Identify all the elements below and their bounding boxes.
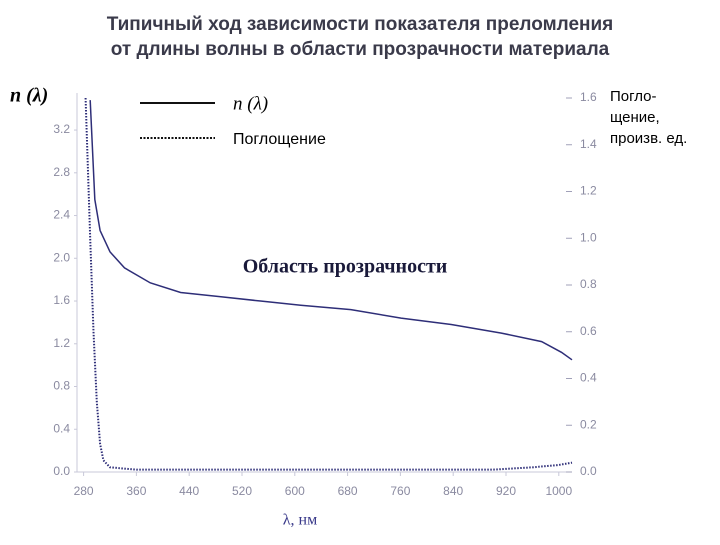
series-line (89, 100, 573, 361)
y2-axis-label: щение, (610, 109, 660, 126)
y-axis-label: n (λ) (10, 85, 48, 107)
y2-tick-label: 1.0 (580, 230, 597, 244)
y2-tick-label: 0.4 (580, 371, 597, 385)
x-tick-label: 280 (74, 484, 94, 498)
y2-tick-label: 0.2 (580, 417, 597, 431)
legend-label: Поглощение (233, 131, 326, 148)
y-tick-label: 1.6 (53, 293, 70, 307)
y-tick-label: 2.8 (53, 165, 70, 179)
x-tick-label: 840 (443, 484, 463, 498)
y-tick-label: 0.4 (53, 421, 70, 435)
legend-label: n (λ) (233, 93, 268, 114)
x-tick-label: 680 (338, 484, 358, 498)
series-line (84, 97, 573, 471)
x-tick-label: 520 (232, 484, 252, 498)
y-tick-label: 2.4 (53, 208, 70, 222)
y2-tick-label: 1.2 (580, 184, 597, 198)
y-tick-label: 3.2 (53, 122, 70, 136)
x-axis-label: λ, нм (283, 512, 317, 529)
y-tick-label: 2.0 (53, 250, 70, 264)
y-tick-label: 0.0 (53, 464, 70, 478)
y2-tick-label: 1.6 (580, 90, 597, 104)
x-tick-label: 760 (390, 484, 410, 498)
chart-title: Типичный ход зависимости показателя прел… (107, 14, 614, 35)
annotation: Область прозрачности (243, 256, 448, 278)
y2-tick-label: 1.4 (580, 137, 597, 151)
x-tick-label: 360 (126, 484, 146, 498)
y2-axis-label: произв. ед. (610, 130, 687, 147)
y2-axis-label: Погло- (610, 88, 657, 105)
y2-tick-label: 0.0 (580, 464, 597, 478)
y-tick-label: 1.2 (53, 336, 70, 350)
x-tick-label: 600 (285, 484, 305, 498)
y2-tick-label: 0.6 (580, 324, 597, 338)
y-tick-label: 0.8 (53, 379, 70, 393)
x-tick-label: 440 (179, 484, 199, 498)
x-tick-label: 920 (496, 484, 516, 498)
x-tick-label: 1000 (545, 484, 572, 498)
y2-tick-label: 0.8 (580, 277, 597, 291)
chart-title: от длины волны в области прозрачности ма… (111, 39, 610, 60)
